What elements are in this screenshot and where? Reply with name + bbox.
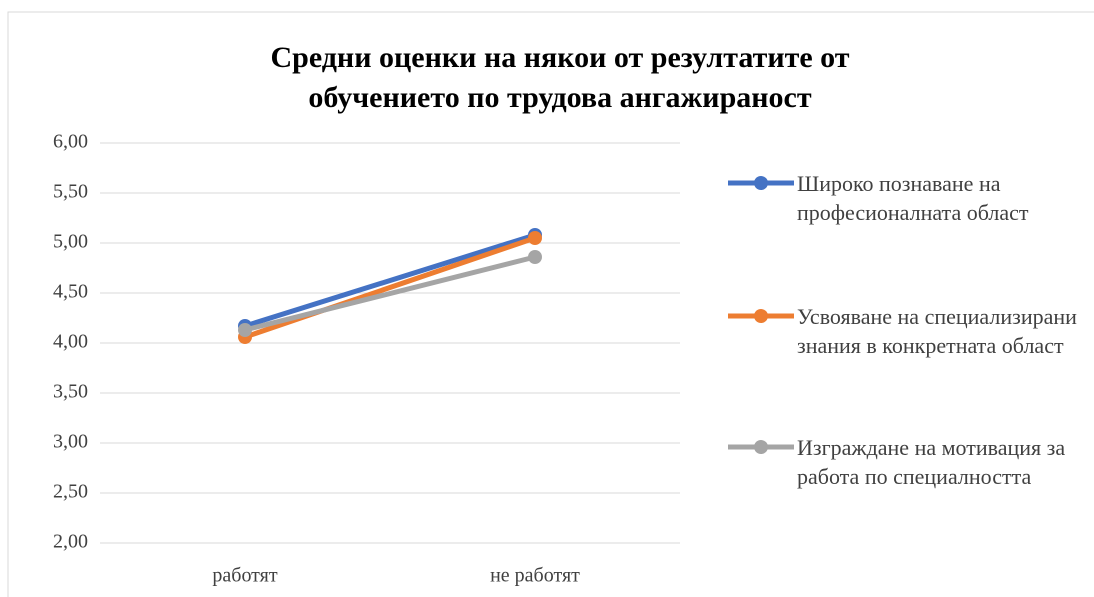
y-tick-label: 4,50	[53, 281, 88, 303]
chart-title: Средни оценки на някои от резултатите от…	[270, 41, 850, 114]
legend-label: Усвояване на специализирани знания в кон…	[797, 304, 1077, 358]
y-tick-label: 5,00	[53, 231, 88, 253]
y-tick-label: 6,00	[53, 131, 88, 153]
series-line	[242, 232, 538, 329]
legend-marker	[754, 309, 768, 323]
x-tick-label: работят	[212, 565, 277, 587]
y-tick-label: 4,00	[53, 331, 88, 353]
legend-marker	[754, 176, 768, 190]
y-tick-label: 2,00	[53, 531, 88, 553]
legend-label: Широко познаване на професионалната обла…	[797, 171, 1029, 225]
series-point	[528, 231, 542, 245]
x-tick-label: не работят	[490, 565, 580, 587]
legend-label: Изграждане на мотивация за работа по спе…	[797, 435, 1066, 489]
series-line	[242, 235, 538, 340]
series-line	[242, 254, 538, 333]
y-tick-label: 3,00	[53, 431, 88, 453]
chart-frame	[7, 11, 1094, 597]
legend-marker	[754, 440, 768, 454]
series-point	[528, 250, 542, 264]
y-tick-label: 2,50	[53, 481, 88, 503]
y-tick-label: 5,50	[53, 181, 88, 203]
y-tick-label: 3,50	[53, 381, 88, 403]
series-point	[238, 323, 252, 337]
